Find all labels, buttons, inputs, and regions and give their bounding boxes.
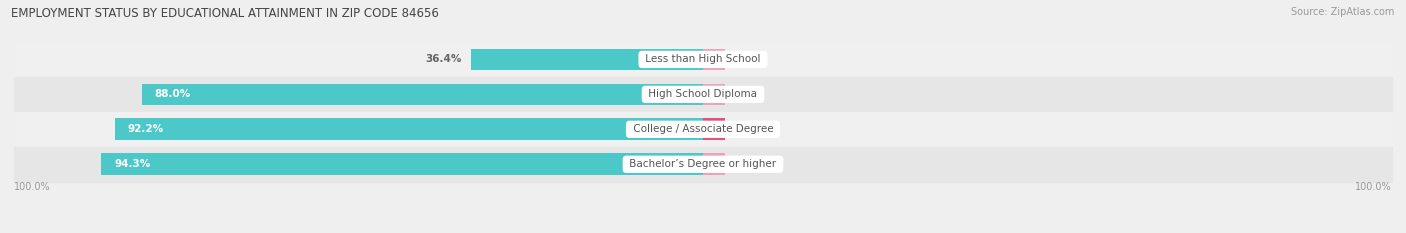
- Bar: [703, 49, 725, 70]
- Text: 88.0%: 88.0%: [155, 89, 191, 99]
- Text: 92.2%: 92.2%: [128, 124, 163, 134]
- Bar: [14, 147, 1392, 182]
- Text: 100.0%: 100.0%: [1355, 182, 1392, 192]
- Text: Source: ZipAtlas.com: Source: ZipAtlas.com: [1291, 7, 1395, 17]
- Text: 0.0%: 0.0%: [735, 89, 763, 99]
- Text: EMPLOYMENT STATUS BY EDUCATIONAL ATTAINMENT IN ZIP CODE 84656: EMPLOYMENT STATUS BY EDUCATIONAL ATTAINM…: [11, 7, 439, 20]
- Bar: [703, 118, 724, 140]
- Text: 94.3%: 94.3%: [114, 159, 150, 169]
- Text: 3.4%: 3.4%: [734, 124, 763, 134]
- Text: College / Associate Degree: College / Associate Degree: [630, 124, 776, 134]
- Bar: [142, 84, 703, 105]
- Bar: [101, 154, 703, 175]
- Bar: [471, 49, 703, 70]
- Text: High School Diploma: High School Diploma: [645, 89, 761, 99]
- Text: Bachelor’s Degree or higher: Bachelor’s Degree or higher: [626, 159, 780, 169]
- Bar: [703, 84, 725, 105]
- Text: 36.4%: 36.4%: [425, 55, 461, 64]
- Bar: [14, 112, 1392, 147]
- Text: 0.0%: 0.0%: [735, 159, 763, 169]
- Text: Less than High School: Less than High School: [643, 55, 763, 64]
- Bar: [115, 118, 703, 140]
- Bar: [14, 77, 1392, 112]
- Text: 100.0%: 100.0%: [14, 182, 51, 192]
- Text: 0.0%: 0.0%: [735, 55, 763, 64]
- Bar: [14, 42, 1392, 77]
- Bar: [703, 154, 725, 175]
